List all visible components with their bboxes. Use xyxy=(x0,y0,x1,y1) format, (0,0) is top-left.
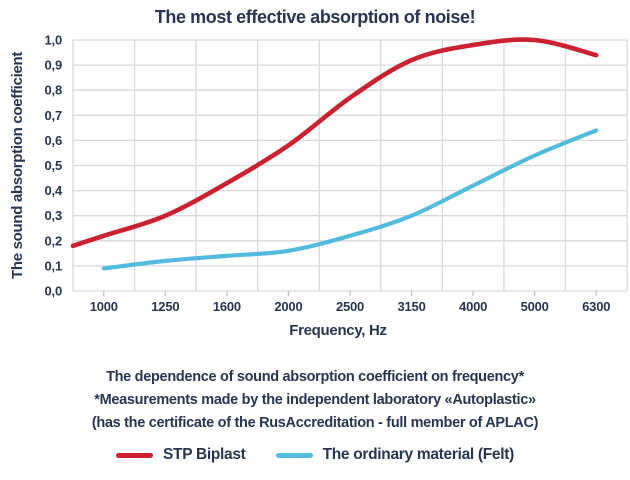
legend-label-stp-biplast: STP Biplast xyxy=(163,446,246,463)
legend-label-ordinary-felt: The ordinary material (Felt) xyxy=(322,446,515,463)
y-tick-label: 0,7 xyxy=(45,108,62,123)
chart-title: The most effective absorption of noise! xyxy=(154,7,476,27)
y-tick-label: 0,1 xyxy=(45,258,62,273)
x-tick-label: 5000 xyxy=(521,299,549,314)
x-tick-label: 2500 xyxy=(336,299,364,314)
x-tick-label: 3150 xyxy=(397,299,425,314)
x-tick-label: 1250 xyxy=(151,299,179,314)
y-tick-label: 0,9 xyxy=(45,58,62,73)
y-tick-label: 0,2 xyxy=(45,233,62,248)
y-tick-label: 0,0 xyxy=(45,284,62,299)
x-tick-label: 6300 xyxy=(582,299,610,314)
series-line-stp-biplast xyxy=(70,37,599,249)
y-tick-label: 0,3 xyxy=(45,208,62,223)
y-tick-label: 1,0 xyxy=(45,33,62,48)
x-axis-title: Frequency, Hz xyxy=(289,322,387,339)
chart-legend: STP Biplast The ordinary material (Felt) xyxy=(0,446,630,464)
y-tick-label: 0,5 xyxy=(45,158,62,173)
legend-item-stp-biplast: STP Biplast xyxy=(116,446,246,464)
series-line-ordinary-felt xyxy=(101,128,599,271)
x-tick-label: 4000 xyxy=(459,299,487,314)
legend-swatch-blue-line xyxy=(275,452,313,458)
caption-line-3: (has the certificate of the RusAccredita… xyxy=(91,415,539,431)
y-tick-label: 0,8 xyxy=(45,83,62,98)
y-axis-title: The sound absorption coefficient xyxy=(9,52,26,279)
caption-line-1: The dependence of sound absorption coeff… xyxy=(106,369,524,385)
y-tick-label: 0,4 xyxy=(45,183,63,198)
legend-item-ordinary-felt: The ordinary material (Felt) xyxy=(275,446,515,464)
line-chart-plot: 1,0 0,9 0,8 0,7 0,6 0,5 0,4 0,3 0,2 0,1 0,0 1000 125… xyxy=(9,33,628,339)
caption-line-2: *Measurements made by the independent la… xyxy=(94,392,536,408)
x-tick-label: 2000 xyxy=(274,299,302,314)
y-tick-label: 0,6 xyxy=(45,133,62,148)
x-tick-label: 1000 xyxy=(90,299,118,314)
chart-caption: The dependence of sound absorption coeff… xyxy=(0,366,630,435)
legend-swatch-red-line xyxy=(116,452,153,458)
x-tick-label: 1600 xyxy=(213,299,241,314)
